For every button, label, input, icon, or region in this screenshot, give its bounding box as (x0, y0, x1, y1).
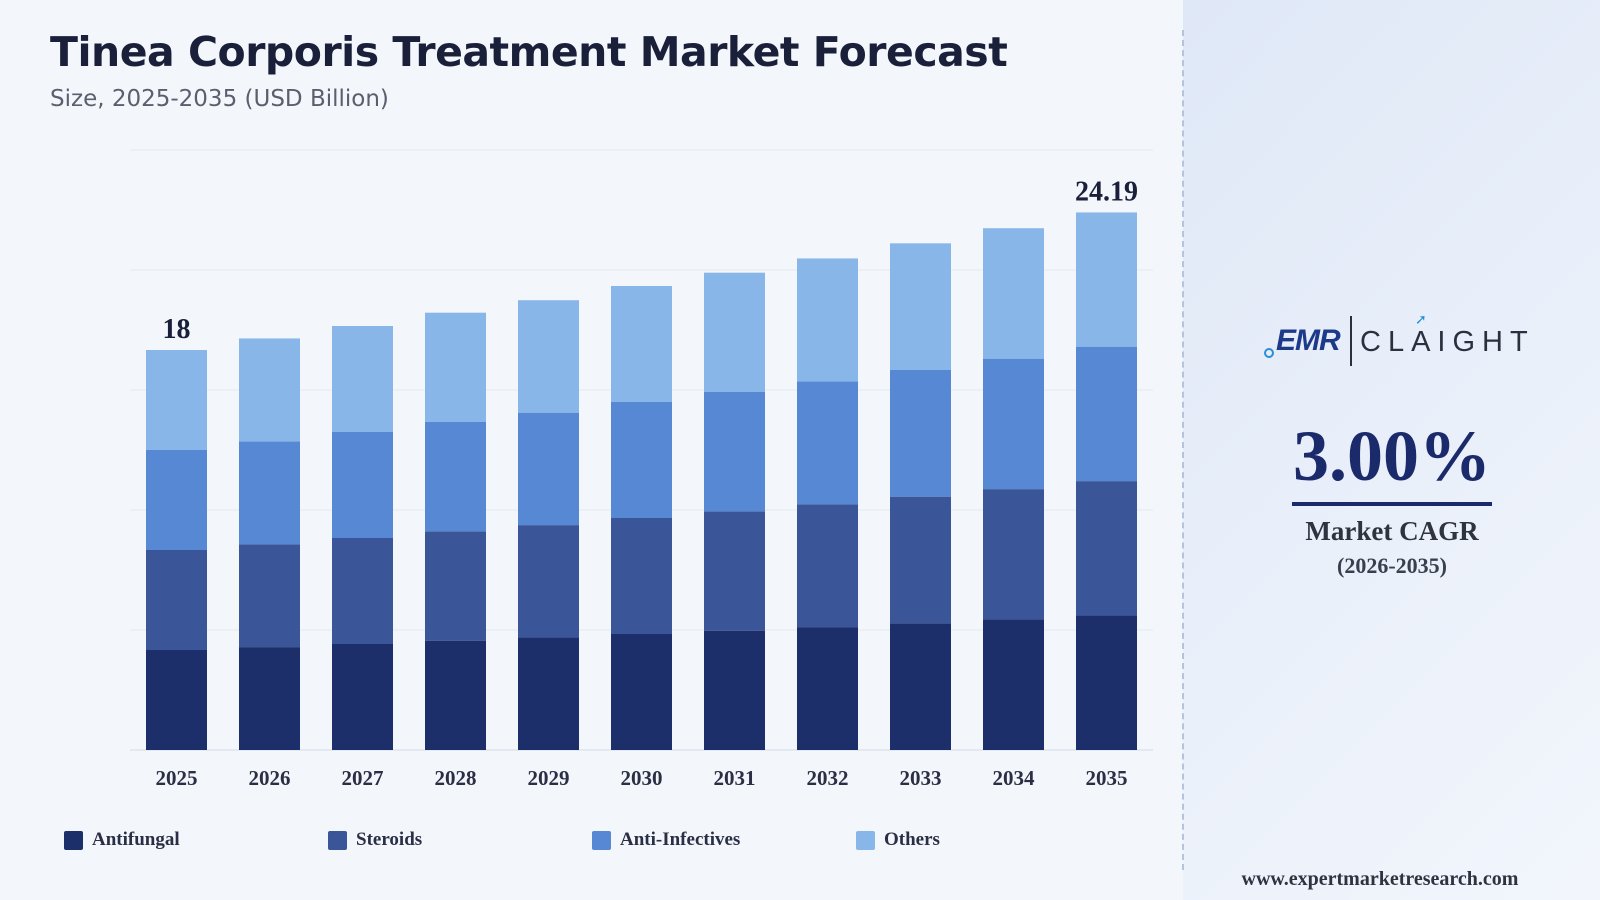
bar-2025-steroids (146, 550, 207, 650)
bar-2034-anti-infectives (983, 358, 1044, 490)
bar-2025-anti-infectives (146, 450, 207, 550)
bar-2027-anti-infectives (332, 432, 393, 538)
logo-separator (1350, 316, 1352, 366)
x-tick-label-2032: 2032 (807, 766, 849, 790)
x-tick-label-2030: 2030 (621, 766, 663, 790)
bar-2035-anti-infectives (1076, 346, 1137, 482)
stacked-bar-chart: 2025 2026 2027 2028 2029 2030 2031 2032 2033 2034… (130, 149, 1153, 790)
legend-item-anti-infectives: Anti-Infectives (592, 829, 740, 851)
bar-2033-others (890, 243, 951, 370)
x-tick-label-2025: 2025 (156, 766, 198, 790)
x-tick-label-2035: 2035 (1086, 766, 1128, 790)
bar-2030-antifungal (611, 634, 672, 750)
legend-swatch (328, 830, 347, 850)
bar-2030-anti-infectives (611, 402, 672, 518)
bar-2033-antifungal (890, 623, 951, 750)
bar-2028-anti-infectives (425, 422, 486, 532)
legend-swatch (856, 830, 875, 850)
bar-2029-others (518, 300, 579, 413)
legend-label: Others (884, 829, 940, 850)
bar-2029-anti-infectives (518, 412, 579, 526)
logo-dot-icon (1264, 348, 1274, 358)
bar-2031-others (704, 272, 765, 392)
bar-2031-steroids (704, 511, 765, 631)
cagr-underline (1292, 502, 1492, 506)
bar-2025-others (146, 350, 207, 450)
bar-2027-others (332, 326, 393, 432)
panel-divider (1182, 30, 1184, 870)
x-tick-label-2029: 2029 (528, 766, 570, 790)
total-label-2035: 24.19 (1075, 176, 1138, 207)
bar-2028-others (425, 312, 486, 422)
legend-item-others: Others (856, 829, 940, 851)
legend-label: Antifungal (92, 829, 180, 850)
legend-swatch (64, 830, 83, 850)
chart-legend: Antifungal Steroids Anti-Infectives Others (64, 829, 1164, 851)
page-title: Tinea Corporis Treatment Market Forecast (50, 28, 1008, 76)
legend-item-antifungal: Antifungal (64, 829, 180, 851)
bar-2034-others (983, 228, 1044, 359)
bar-2032-steroids (797, 504, 858, 628)
x-tick-label-2028: 2028 (435, 766, 477, 790)
bar-2030-steroids (611, 518, 672, 634)
emr-claight-logo: EMR ➚ CLAIGHT (1262, 312, 1528, 368)
bar-2026-antifungal (239, 647, 300, 750)
bar-2031-antifungal (704, 630, 765, 750)
logo-claight-text: CLAIGHT (1360, 326, 1535, 358)
bar-2031-anti-infectives (704, 392, 765, 512)
bar-2028-antifungal (425, 640, 486, 750)
bar-2029-steroids (518, 525, 579, 638)
x-tick-label-2031: 2031 (714, 766, 756, 790)
bar-2032-antifungal (797, 627, 858, 750)
logo-arrow-icon: ➚ (1415, 312, 1427, 328)
bar-2035-others (1076, 212, 1137, 347)
legend-item-steroids: Steroids (328, 829, 422, 851)
bar-2026-anti-infectives (239, 441, 300, 545)
website-link[interactable]: www.expertmarketresearch.com (1241, 868, 1519, 890)
x-tick-label-2027: 2027 (342, 766, 384, 790)
bar-2032-others (797, 258, 858, 382)
bar-2026-others (239, 338, 300, 442)
summary-panel (1183, 0, 1600, 900)
x-tick-label-2033: 2033 (900, 766, 942, 790)
bar-2027-steroids (332, 538, 393, 644)
legend-label: Anti-Infectives (620, 829, 741, 850)
cagr-value: 3.00% (1293, 416, 1491, 496)
logo-emr-text: EMR (1276, 324, 1341, 357)
bar-2035-steroids (1076, 481, 1137, 616)
total-label-2025: 18 (163, 314, 191, 345)
bar-2027-antifungal (332, 644, 393, 750)
x-tick-label-2034: 2034 (993, 766, 1036, 790)
cagr-label: Market CAGR (1305, 516, 1479, 546)
legend-label: Steroids (356, 829, 423, 850)
bar-2025-antifungal (146, 650, 207, 750)
bar-2028-steroids (425, 531, 486, 641)
legend-swatch (592, 830, 611, 850)
x-tick-label-2026: 2026 (249, 766, 291, 790)
bar-2026-steroids (239, 544, 300, 648)
page-subtitle: Size, 2025-2035 (USD Billion) (50, 86, 389, 112)
bar-2029-antifungal (518, 637, 579, 750)
bar-2032-anti-infectives (797, 381, 858, 505)
bar-2034-antifungal (983, 619, 1044, 750)
bar-2033-anti-infectives (890, 370, 951, 497)
cagr-period: (2026-2035) (1337, 553, 1447, 578)
bar-2030-others (611, 286, 672, 402)
bar-2035-antifungal (1076, 615, 1137, 750)
bar-2033-steroids (890, 496, 951, 624)
bar-2034-steroids (983, 489, 1044, 620)
